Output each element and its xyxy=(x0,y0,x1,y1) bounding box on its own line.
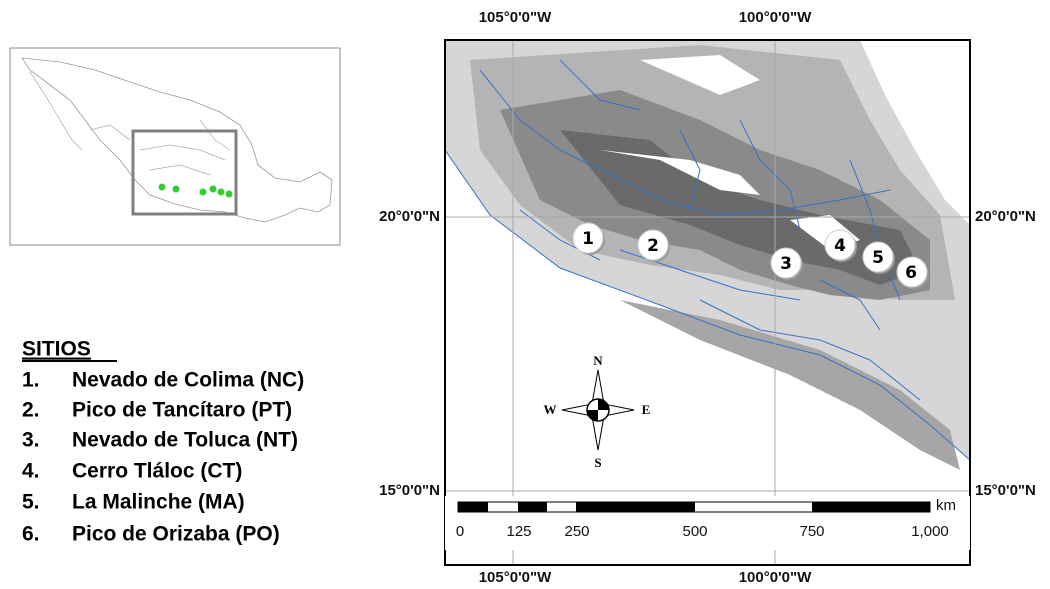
site-marker: 3 xyxy=(780,254,792,274)
legend-name: Pico de Orizaba (PO) xyxy=(72,523,280,546)
compass-label: E xyxy=(642,402,651,417)
legend-name: La Malinche (MA) xyxy=(72,491,245,514)
graticule-label: 20°0'0"N xyxy=(975,208,1036,225)
site-marker: 5 xyxy=(872,248,884,268)
graticule-label: 20°0'0"N xyxy=(379,208,440,225)
graticule-label: 15°0'0"N xyxy=(379,482,440,499)
scale-label: 125 xyxy=(506,523,531,540)
legend-name: Nevado de Toluca (NT) xyxy=(72,429,298,452)
graticule-label: 105°0'0"W xyxy=(479,569,552,586)
compass-label: N xyxy=(593,353,603,368)
scale-label: 0 xyxy=(456,523,464,540)
page: 105°0'0"W 100°0'0"W 105°0'0"W 100°0'0"W … xyxy=(0,0,1050,589)
compass-label: S xyxy=(594,455,601,470)
legend: SITIOS 1. Nevado de Colima (NC) 2. Pico … xyxy=(22,338,304,546)
scale-label: 1,000 xyxy=(911,523,949,540)
main-map xyxy=(445,40,970,565)
site-marker: 2 xyxy=(647,236,659,256)
graticule-label: 15°0'0"N xyxy=(975,482,1036,499)
legend-number: 2. xyxy=(22,399,40,422)
compass-label: W xyxy=(544,402,557,417)
site-marker: 4 xyxy=(834,236,846,256)
legend-title: SITIOS xyxy=(22,338,91,361)
graticule-label: 100°0'0"W xyxy=(739,569,812,586)
legend-name: Nevado de Colima (NC) xyxy=(72,369,304,392)
graticule-label: 105°0'0"W xyxy=(479,9,552,26)
legend-name: Cerro Tláloc (CT) xyxy=(72,460,242,483)
legend-number: 5. xyxy=(22,491,40,514)
legend-number: 1. xyxy=(22,369,40,392)
inset-map xyxy=(10,48,340,245)
figure: 105°0'0"W 100°0'0"W 105°0'0"W 100°0'0"W … xyxy=(0,0,1050,589)
scale-unit: km xyxy=(936,497,956,514)
legend-number: 6. xyxy=(22,523,40,546)
legend-number: 3. xyxy=(22,429,40,452)
scale-label: 750 xyxy=(799,523,824,540)
scale-label: 500 xyxy=(682,523,707,540)
legend-number: 4. xyxy=(22,460,40,483)
scale-bar: km 0 125 250 500 750 1,000 xyxy=(445,496,970,550)
graticule-label: 100°0'0"W xyxy=(739,9,812,26)
site-marker: 6 xyxy=(905,263,917,283)
legend-name: Pico de Tancítaro (PT) xyxy=(72,399,292,422)
site-marker: 1 xyxy=(582,229,594,249)
scale-label: 250 xyxy=(564,523,589,540)
